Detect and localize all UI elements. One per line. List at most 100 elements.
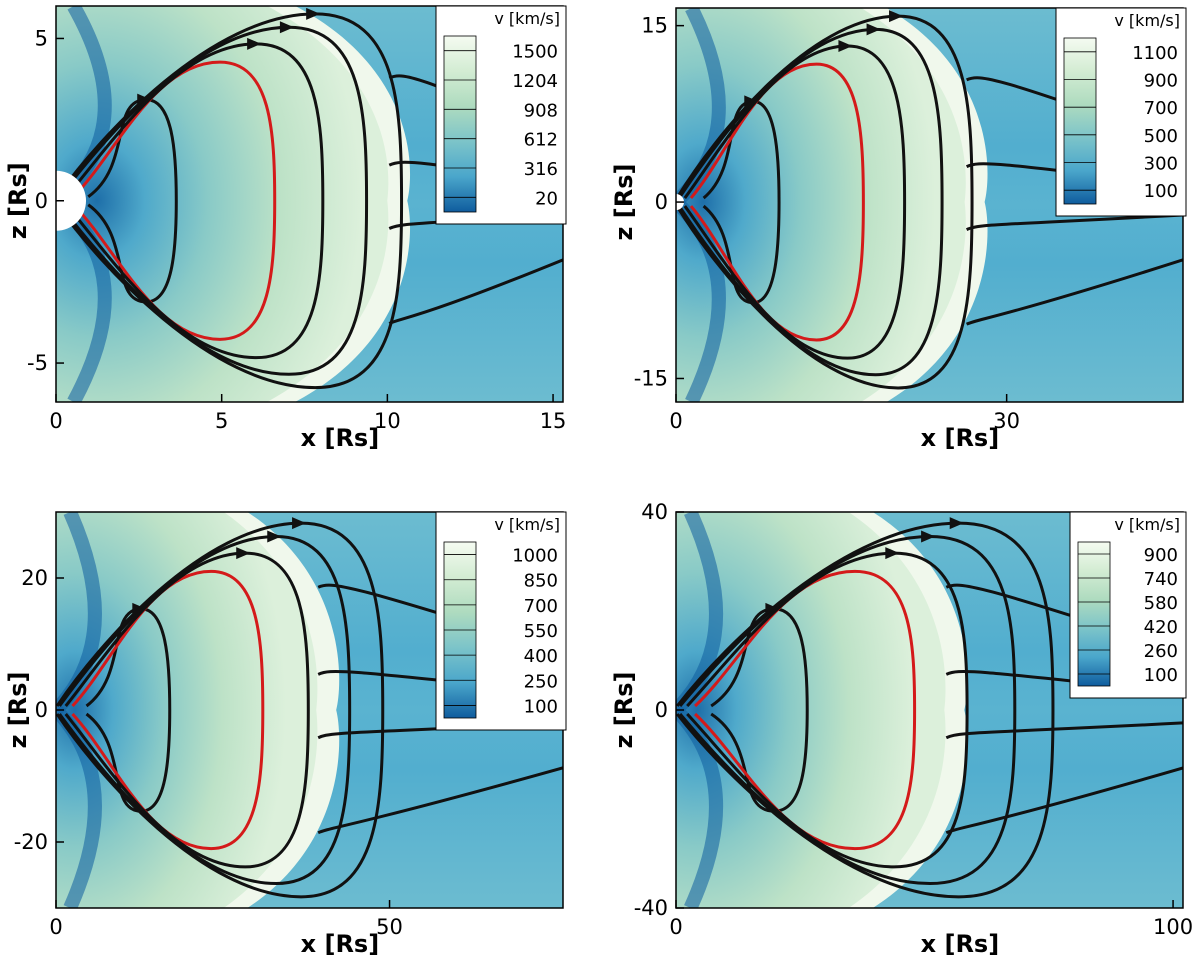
colorbar-level-label: 100 bbox=[1144, 181, 1178, 202]
chart-svg: 0 50 20 0 -20 x [Rs] z [Rs] v [km/s] 1000 850 700 5… bbox=[4, 511, 567, 958]
closed-field-line bbox=[676, 521, 1055, 899]
panel-top-right: 0 30 15 0 -15 x [Rs] z [Rs] v [km/s] 1100 900 700 5… bbox=[600, 0, 1200, 480]
field-direction-arrow bbox=[921, 530, 936, 543]
panel-top-left: 0 5 10 15 5 0 -5 x [Rs] z [Rs] v [km/s] 1500 1204 90… bbox=[0, 0, 600, 480]
colorbar-level-label: 612 bbox=[524, 130, 558, 151]
colorbar-level-label: 1204 bbox=[512, 71, 558, 92]
y-tick-label: 40 bbox=[641, 500, 668, 524]
field-direction-arrow bbox=[267, 530, 282, 543]
closed-field-line bbox=[58, 25, 369, 376]
x-axis-title: x [Rs] bbox=[301, 930, 380, 958]
x-axis-title: x [Rs] bbox=[921, 930, 1000, 958]
x-tick-label: 0 bbox=[669, 409, 682, 433]
cme-velocity-field bbox=[56, 512, 318, 908]
colorbar-level-label: 300 bbox=[1144, 154, 1178, 175]
chart-svg: 0 5 10 15 5 0 -5 x [Rs] z [Rs] v [km/s] 1500 1204 90… bbox=[4, 5, 567, 452]
closed-field-line bbox=[683, 44, 907, 360]
colorbar-level-label: 400 bbox=[524, 646, 558, 667]
x-axis-title: x [Rs] bbox=[301, 424, 380, 452]
x-tick-label: 5 bbox=[215, 409, 228, 433]
closed-field-line bbox=[56, 12, 404, 390]
field-direction-arrow bbox=[292, 517, 307, 530]
colorbar-level-label: 700 bbox=[524, 596, 558, 617]
closed-field-line bbox=[64, 551, 310, 869]
x-tick-label: 0 bbox=[669, 915, 682, 939]
x-axis-title: x [Rs] bbox=[921, 424, 1000, 452]
y-tick-label: 20 bbox=[21, 566, 48, 590]
y-tick-label: -20 bbox=[14, 830, 48, 854]
colorbar-level-label: 100 bbox=[524, 696, 558, 717]
x-tick-label: 50 bbox=[376, 915, 403, 939]
x-tick-label: 0 bbox=[49, 915, 62, 939]
legend-title: v [km/s] bbox=[1114, 515, 1180, 534]
closed-field-line bbox=[56, 521, 385, 899]
field-direction-arrow bbox=[866, 23, 881, 36]
field-direction-arrow bbox=[279, 21, 294, 34]
colorbar-legend: v [km/s] 1500 1204 908 612 316 20 bbox=[435, 5, 567, 225]
legend-title: v [km/s] bbox=[1114, 11, 1180, 30]
y-axis-title: z [Rs] bbox=[4, 162, 32, 239]
x-tick-label: 10 bbox=[374, 409, 401, 433]
closed-field-line bbox=[686, 551, 969, 869]
y-tick-label: -40 bbox=[634, 896, 668, 920]
open-field-line bbox=[317, 766, 563, 835]
open-field-line bbox=[965, 258, 1183, 326]
open-field-line bbox=[965, 213, 1183, 232]
colorbar-level-label: 1000 bbox=[512, 546, 558, 567]
colorbar-level-label: 908 bbox=[524, 100, 558, 121]
y-tick-label: -5 bbox=[27, 351, 48, 375]
colorbar-level-label: 260 bbox=[1144, 641, 1178, 662]
colorbar-legend: v [km/s] 1100 900 700 500 300 100 bbox=[1055, 7, 1187, 217]
colorbar-level-label: 1500 bbox=[512, 42, 558, 63]
colorbar-level-label: 740 bbox=[1144, 569, 1178, 590]
field-direction-arrow bbox=[306, 7, 321, 20]
closed-field-line bbox=[677, 27, 944, 377]
field-direction-arrow bbox=[885, 547, 900, 560]
y-tick-label: 0 bbox=[35, 189, 48, 213]
x-tick-label: 100 bbox=[1153, 915, 1193, 939]
colorbar bbox=[1077, 541, 1111, 687]
open-field-line bbox=[945, 766, 1183, 835]
y-tick-label: 0 bbox=[655, 190, 668, 214]
field-direction-arrow bbox=[949, 517, 964, 530]
y-tick-label: 15 bbox=[641, 14, 668, 38]
field-direction-arrow bbox=[889, 10, 904, 23]
closed-field-line bbox=[65, 42, 325, 360]
colorbar bbox=[1063, 37, 1097, 205]
colorbar-level-label: 420 bbox=[1144, 617, 1178, 638]
closed-field-line bbox=[58, 534, 352, 886]
y-axis-title: z [Rs] bbox=[610, 164, 638, 241]
open-field-line bbox=[945, 721, 1183, 740]
low-speed-streamer bbox=[676, 8, 726, 208]
colorbar-level-label: 580 bbox=[1144, 593, 1178, 614]
colorbar-legend: v [km/s] 1000 850 700 550 400 250 100 bbox=[435, 511, 567, 731]
colorbar-level-label: 250 bbox=[524, 671, 558, 692]
field-direction-arrow bbox=[236, 547, 251, 560]
panel-bottom-right: 0 100 40 0 -40 x [Rs] z [Rs] v [km/s] 900 740 580 4… bbox=[600, 480, 1200, 960]
field-direction-arrow bbox=[838, 39, 853, 52]
colorbar-legend: v [km/s] 900 740 580 420 260 100 bbox=[1069, 511, 1187, 699]
y-tick-label: 0 bbox=[655, 698, 668, 722]
colorbar-level-label: 700 bbox=[1144, 98, 1178, 119]
colorbar-level-label: 500 bbox=[1144, 126, 1178, 147]
open-field-line bbox=[388, 258, 563, 325]
low-speed-streamer bbox=[676, 196, 726, 402]
colorbar-level-label: 550 bbox=[524, 621, 558, 642]
colorbar-level-label: 900 bbox=[1144, 71, 1178, 92]
y-tick-label: 5 bbox=[35, 26, 48, 50]
y-axis-title: z [Rs] bbox=[610, 671, 638, 748]
field-direction-arrow bbox=[247, 37, 262, 50]
colorbar-level-label: 900 bbox=[1144, 545, 1178, 566]
panel-bottom-left: 0 50 20 0 -20 x [Rs] z [Rs] v [km/s] 1000 850 700 5… bbox=[0, 480, 600, 960]
y-tick-label: 0 bbox=[35, 698, 48, 722]
colorbar-level-label: 850 bbox=[524, 571, 558, 592]
colorbar bbox=[443, 35, 477, 213]
y-tick-label: -15 bbox=[634, 366, 668, 390]
colorbar-level-label: 20 bbox=[535, 188, 558, 209]
colorbar-level-label: 316 bbox=[524, 159, 558, 180]
closed-field-line bbox=[676, 14, 974, 390]
legend-title: v [km/s] bbox=[494, 9, 560, 28]
legend-title: v [km/s] bbox=[494, 515, 560, 534]
